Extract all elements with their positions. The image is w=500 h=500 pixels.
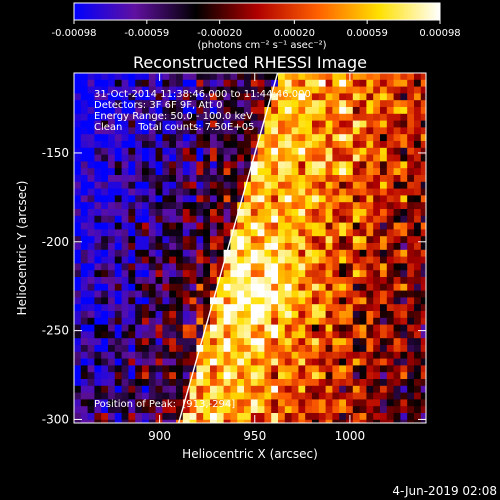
plot-area: 900 950 1000 -150 -200 -250 -300 — [42, 72, 427, 443]
y-tick-label: -200 — [42, 235, 69, 249]
peak-position-label: Position of Peak: [913,-294] — [94, 399, 235, 410]
colorbar-tick-label: 0.00020 — [274, 28, 315, 39]
colorbar-tick-label: -0.00059 — [124, 28, 169, 39]
annotation-clean-counts: Clean Total counts: 7.50E+05 — [94, 122, 254, 133]
plot-frame — [73, 72, 427, 424]
axis-ticks: 900 950 1000 -150 -200 -250 -300 — [42, 73, 426, 443]
annotation-energy-range: Energy Range: 50.0 - 100.0 keV — [94, 111, 253, 122]
annotation-time-range: 31-Oct-2014 11:38:46.000 to 11:44:46.000 — [94, 89, 311, 100]
y-tick-label: -250 — [42, 324, 69, 338]
colorbar-ticks: -0.00098 -0.00059 -0.00020 0.00020 0.00059 0.… — [52, 20, 461, 39]
colorbar: -0.00098 -0.00059 -0.00020 0.00020 0.00059 0.… — [52, 2, 461, 51]
chart-title: Reconstructed RHESSI Image — [133, 53, 367, 72]
y-axis-label: Heliocentric Y (arcsec) — [15, 181, 29, 316]
heatmap-image — [74, 73, 426, 423]
colorbar-tick-label: 0.00098 — [419, 28, 460, 39]
x-axis-label: Heliocentric X (arcsec) — [182, 447, 318, 461]
colorbar-tick-label: -0.00098 — [52, 28, 97, 39]
colorbar-tick-label: 0.00059 — [346, 28, 387, 39]
colorbar-tick-label: -0.00020 — [197, 28, 242, 39]
y-tick-label: -300 — [42, 412, 69, 426]
colorbar-bar — [73, 2, 441, 21]
solar-limb-line — [177, 73, 279, 423]
x-tick-label: 900 — [148, 429, 171, 443]
annotation-detectors: Detectors: 3F 6F 9F, Att 0 — [94, 100, 222, 111]
colorbar-unit-label: (photons cm⁻² s⁻¹ asec⁻²) — [197, 40, 326, 51]
y-tick-label: -150 — [42, 146, 69, 160]
footer-date: 4-Jun-2019 02:08 — [392, 484, 497, 498]
annotation-block: 31-Oct-2014 11:38:46.000 to 11:44:46.000… — [94, 89, 311, 133]
x-tick-label: 950 — [243, 429, 266, 443]
x-tick-label: 1000 — [335, 429, 366, 443]
